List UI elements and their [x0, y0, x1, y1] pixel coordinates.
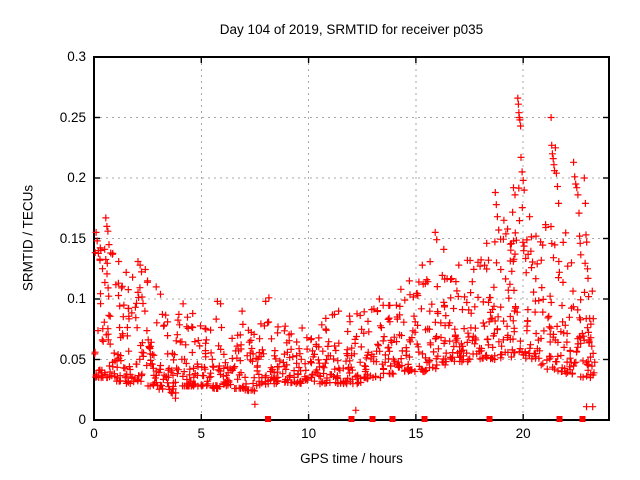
y-tick-label: 0	[78, 412, 86, 427]
gridlines	[94, 57, 609, 420]
x-tick-label: 0	[90, 426, 98, 441]
zero-value-marker	[579, 416, 586, 422]
y-tick-label: 0.15	[59, 230, 86, 246]
x-tick-label: 5	[197, 426, 206, 441]
chart-title: Day 104 of 2019, SRMTID for receiver p03…	[219, 22, 484, 37]
x-tick-label: 20	[515, 426, 531, 441]
zero-value-marker	[348, 416, 355, 422]
zero-value-marker	[369, 416, 376, 422]
zero-value-marker	[421, 416, 428, 422]
zero-value-marker	[389, 416, 396, 422]
zero-value-marker	[556, 416, 563, 422]
zero-value-marker	[264, 416, 271, 422]
scatter-points	[91, 94, 599, 414]
y-tick-label: 0.05	[59, 351, 86, 367]
y-tick-label: 0.3	[67, 49, 86, 64]
y-tick-label: 0.1	[67, 291, 86, 306]
y-tick-label: 0.2	[67, 170, 86, 185]
x-tick-label: 15	[408, 426, 424, 441]
x-axis-label: GPS time / hours	[300, 451, 403, 466]
y-tick-label: 0.25	[59, 109, 86, 125]
x-tick-label: 10	[301, 426, 317, 441]
zero-value-marker	[486, 416, 493, 422]
